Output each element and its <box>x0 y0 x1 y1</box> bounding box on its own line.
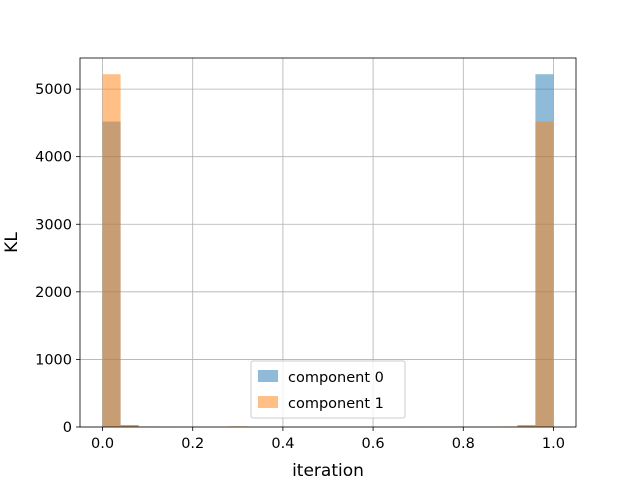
x-tick-label: 1.0 <box>542 436 565 452</box>
x-tick-label: 0.6 <box>362 436 385 452</box>
x-tick-label: 0.8 <box>452 436 475 452</box>
x-tick-label: 0.0 <box>91 436 114 452</box>
legend-label-component-1: component 1 <box>288 396 384 412</box>
y-tick-label: 4000 <box>35 150 72 166</box>
legend-box <box>250 360 406 419</box>
histogram-bar-component-1 <box>517 424 536 427</box>
legend-swatch-component-0 <box>258 370 278 382</box>
histogram-bar-component-1 <box>102 74 121 427</box>
y-axis-label: KL <box>2 232 22 253</box>
x-axis-label: iteration <box>292 461 364 480</box>
x-tick-label: 0.2 <box>181 436 204 452</box>
y-tick-label: 5000 <box>35 82 72 98</box>
legend: component 0 component 1 <box>250 360 406 419</box>
y-tick-label: 2000 <box>35 285 72 301</box>
plot-frame <box>79 57 577 428</box>
legend-label-component-0: component 0 <box>288 370 384 386</box>
x-tick-label: 0.4 <box>271 436 294 452</box>
histogram-bars <box>102 74 554 428</box>
axis-ticks: 0.0 0.2 0.4 0.6 0.8 1.0 0 1000 2000 3000 4000 5000 <box>35 82 565 452</box>
legend-swatch-component-1 <box>258 396 278 408</box>
histogram-bar-component-1 <box>535 121 554 428</box>
y-tick-label: 1000 <box>35 352 72 368</box>
histogram-bar-component-1 <box>120 425 139 427</box>
y-tick-label: 3000 <box>35 217 72 233</box>
y-tick-label: 0 <box>63 420 72 436</box>
